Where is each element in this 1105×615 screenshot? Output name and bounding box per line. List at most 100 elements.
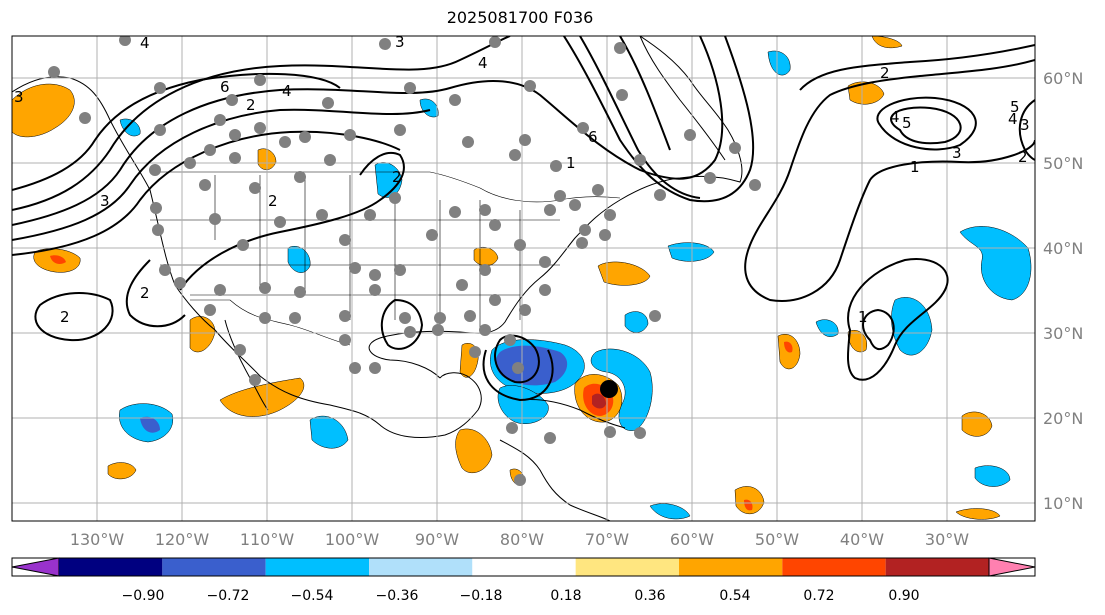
negative-anomaly-cuba — [497, 385, 549, 424]
contour-label: 2 — [140, 284, 150, 302]
contour-label: 3 — [952, 144, 962, 162]
contour-label: 4 — [890, 108, 900, 126]
negative-anomaly-atlantic-sw — [624, 311, 649, 333]
negative-anomaly-south — [649, 503, 691, 520]
positive-anomaly-atlantic-north — [847, 81, 885, 105]
contour-label: 4 — [478, 54, 488, 72]
positive-anomaly-pac-south — [107, 462, 137, 480]
contour-label: 4 — [1008, 110, 1018, 128]
colorbar-extend-high — [988, 557, 1036, 577]
positive-anomaly-tropical-east-core — [744, 499, 753, 511]
positive-anomaly-eastpac — [219, 377, 305, 417]
contour-label: 2 — [392, 168, 402, 186]
lon-label: 110°W — [240, 530, 295, 549]
map-background — [12, 36, 1035, 521]
colorbar-cell — [162, 558, 266, 576]
colorbar-cell — [575, 558, 679, 576]
lon-label: 120°W — [155, 530, 210, 549]
colorbar-cell — [472, 558, 576, 576]
lat-label: 60°N — [1043, 69, 1083, 88]
colorbar-tick-label: −0.54 — [291, 588, 334, 604]
contour-label: 3 — [100, 192, 110, 210]
lon-label: 70°W — [585, 530, 629, 549]
lat-label: 40°N — [1043, 239, 1083, 258]
storm-center-marker — [600, 380, 618, 398]
lon-label: 80°W — [500, 530, 544, 549]
contour-labels: 4 3 6 2 4 3 2 3 2 6 2 1 2 4 3 1 2 3 4 5 … — [14, 33, 1030, 326]
lat-label: 30°N — [1043, 324, 1083, 343]
positive-anomaly-storm-inner — [592, 393, 606, 409]
positive-anomaly-atlantic-west — [597, 261, 651, 286]
negative-anomaly-canada — [419, 98, 439, 118]
lon-label: 130°W — [70, 530, 125, 549]
negative-anomaly-africa — [974, 465, 1011, 487]
contour-label: 6 — [220, 78, 230, 96]
map-title: 2025081700 F036 — [446, 8, 594, 27]
lat-label: 10°N — [1043, 494, 1083, 513]
negative-anomaly-nw — [119, 118, 141, 137]
colorbar-cell — [59, 558, 163, 576]
contour-label: 2 — [880, 64, 890, 82]
positive-anomaly-atlantic-core — [784, 341, 793, 353]
positive-anomaly-pacific-core — [50, 255, 66, 264]
colorbar-tick-label: 0.72 — [803, 588, 834, 604]
latitude-labels: 60°N 50°N 40°N 30°N 20°N 10°N — [1043, 69, 1083, 513]
lat-label: 50°N — [1043, 154, 1083, 173]
colorbar-extend-low — [11, 557, 60, 577]
contour-label: 2 — [246, 96, 256, 114]
colorbar-tick-label: −0.36 — [376, 588, 419, 604]
map-area: 4 3 6 2 4 3 2 3 2 6 2 1 2 4 3 1 2 3 4 5 … — [12, 33, 1035, 521]
negative-anomaly-labrador — [767, 50, 791, 76]
colorbar: −0.90 −0.72 −0.54 −0.36 −0.18 0.18 0.36 … — [11, 557, 1036, 604]
colorbar-frame — [11, 557, 1036, 577]
contour-label: 1 — [910, 158, 920, 176]
contour-label: 5 — [902, 114, 912, 132]
contour-label: 4 — [140, 34, 150, 52]
colorbar-cell — [369, 558, 473, 576]
contour-label: 1 — [566, 154, 576, 172]
colorbar-tick-label: 0.18 — [550, 588, 581, 604]
negative-anomaly-plains-south — [287, 246, 311, 273]
negative-anomaly-eastpac-core — [140, 416, 160, 433]
lon-label: 50°W — [755, 530, 799, 549]
map-frame — [11, 35, 1036, 522]
contour-label: 3 — [395, 33, 405, 51]
negative-anomaly-atlantic-east — [891, 297, 933, 356]
contour-label: 2 — [1018, 148, 1028, 166]
longitude-labels: 130°W 120°W 110°W 100°W 90°W 80°W 70°W 6… — [70, 530, 969, 549]
negative-anomaly-atlantic-west — [667, 242, 715, 262]
lon-label: 30°W — [925, 530, 969, 549]
colorbar-tick-label: −0.18 — [460, 588, 503, 604]
positive-anomaly-tropical-east — [734, 486, 765, 514]
station-dots — [48, 36, 761, 486]
negative-anomaly-mexico — [309, 415, 349, 449]
colorbar-cell — [265, 558, 369, 576]
positive-anomaly-alaska — [12, 83, 75, 138]
lat-label: 20°N — [1043, 409, 1083, 428]
colorbar-tick-label: −0.90 — [122, 588, 165, 604]
colorbar-tick-label: 0.90 — [888, 588, 919, 604]
contour-label: 4 — [282, 82, 292, 100]
positive-anomaly-greenland — [871, 36, 903, 49]
colorbar-cell — [885, 558, 989, 576]
coastlines — [12, 36, 743, 521]
colorbar-tick-label: −0.72 — [207, 588, 250, 604]
colorbar-cell — [782, 558, 886, 576]
lon-label: 60°W — [670, 530, 714, 549]
contour-label: 5 — [1010, 98, 1020, 116]
negative-anomaly-atlantic-ne — [959, 226, 1032, 301]
contour-label: 2 — [268, 192, 278, 210]
contour-label: 3 — [14, 88, 24, 106]
lon-label: 40°W — [840, 530, 884, 549]
lon-label: 100°W — [325, 530, 380, 549]
lon-label: 90°W — [415, 530, 459, 549]
contour-label: 2 — [60, 308, 70, 326]
colorbar-tick-label: 0.54 — [719, 588, 750, 604]
negative-anomaly-atlantic-mid — [815, 319, 839, 337]
positive-anomaly-central-america — [455, 428, 493, 474]
contour-label: 3 — [1020, 116, 1030, 134]
contour-label: 1 — [858, 308, 868, 326]
contour-label: 6 — [588, 128, 598, 146]
positive-anomaly-se-corner — [955, 508, 1001, 520]
